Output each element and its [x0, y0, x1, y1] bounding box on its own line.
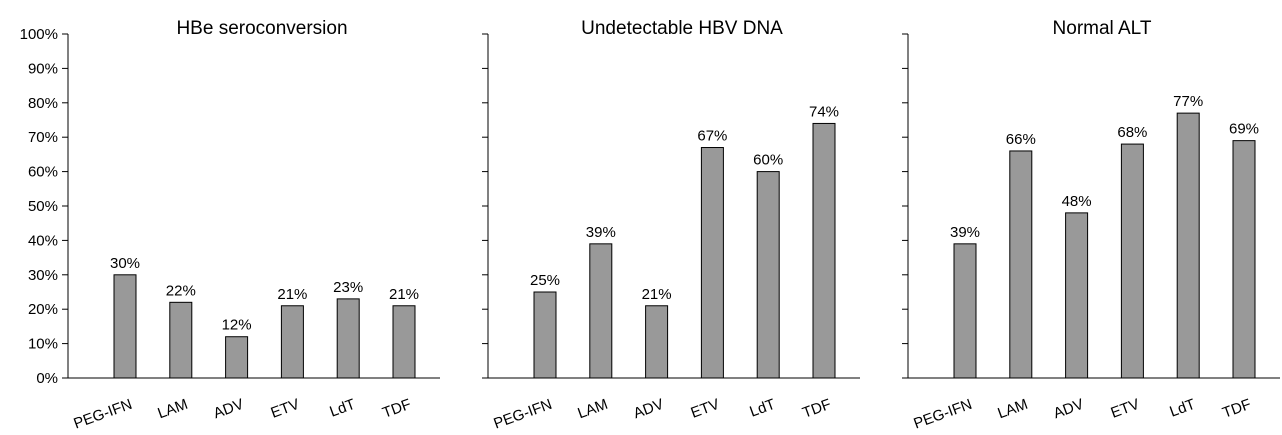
value-label: 22% [166, 282, 196, 299]
bar [169, 301, 193, 379]
y-tick-label: 20% [28, 301, 58, 318]
value-label: 21% [642, 286, 672, 303]
x-tick-label: LAM [155, 396, 190, 423]
value-label: 21% [389, 286, 419, 303]
bar [336, 298, 360, 379]
value-label: 60% [753, 152, 783, 169]
x-tick-label: LAM [995, 396, 1030, 423]
bar [280, 305, 304, 379]
x-tick-label: ADV [631, 396, 666, 423]
y-tick-label: 80% [28, 95, 58, 112]
value-label: 66% [1006, 131, 1036, 148]
value-label: 69% [1229, 121, 1259, 138]
y-tick-label: 60% [28, 164, 58, 181]
value-label: 23% [333, 279, 363, 296]
x-tick-label: ETV [689, 396, 722, 422]
x-tick-label: LAM [575, 396, 610, 423]
x-tick-label: PEG-IFN [491, 396, 554, 433]
y-tick-label: 10% [28, 336, 58, 353]
bar [392, 305, 416, 379]
value-label: 48% [1062, 193, 1092, 210]
bar [1009, 150, 1033, 379]
value-label: 68% [1117, 124, 1147, 141]
bar [589, 243, 613, 379]
x-tick-label: LdT [747, 396, 777, 421]
chart-title: Undetectable HBV DNA [581, 18, 783, 39]
bar [756, 171, 780, 379]
value-label: 74% [809, 103, 839, 120]
chart-title: HBe seroconversion [176, 18, 347, 39]
bar [1120, 143, 1144, 379]
bar [225, 336, 249, 379]
y-tick-label: 30% [28, 267, 58, 284]
bar [645, 305, 669, 379]
x-tick-label: ETV [269, 396, 302, 422]
y-tick-label: 70% [28, 129, 58, 146]
x-tick-label: ADV [1051, 396, 1086, 423]
bar [812, 122, 836, 379]
y-tick-label: 50% [28, 198, 58, 215]
x-tick-label: TDF [800, 396, 833, 422]
value-label: 30% [110, 255, 140, 272]
x-tick-label: TDF [1220, 396, 1253, 422]
y-tick-label: 40% [28, 232, 58, 249]
value-label: 12% [222, 317, 252, 334]
x-tick-label: TDF [380, 396, 413, 422]
bar [113, 274, 137, 379]
bar [1232, 140, 1256, 379]
y-tick-label: 100% [20, 26, 58, 43]
value-label: 39% [586, 224, 616, 241]
y-tick-label: 90% [28, 60, 58, 77]
bar [1065, 212, 1089, 379]
bar [1176, 112, 1200, 379]
bar [953, 243, 977, 379]
x-tick-label: ETV [1109, 396, 1142, 422]
bar [533, 291, 557, 379]
value-label: 25% [530, 272, 560, 289]
y-tick-label: 0% [36, 370, 58, 387]
x-tick-label: LdT [327, 396, 357, 421]
chart-title: Normal ALT [1053, 18, 1152, 39]
value-label: 21% [277, 286, 307, 303]
x-tick-label: ADV [211, 396, 246, 423]
x-tick-label: PEG-IFN [71, 396, 134, 433]
value-label: 67% [697, 128, 727, 145]
value-label: 77% [1173, 93, 1203, 110]
value-label: 39% [950, 224, 980, 241]
x-tick-label: LdT [1167, 396, 1197, 421]
x-tick-label: PEG-IFN [911, 396, 974, 433]
bar [700, 147, 724, 379]
